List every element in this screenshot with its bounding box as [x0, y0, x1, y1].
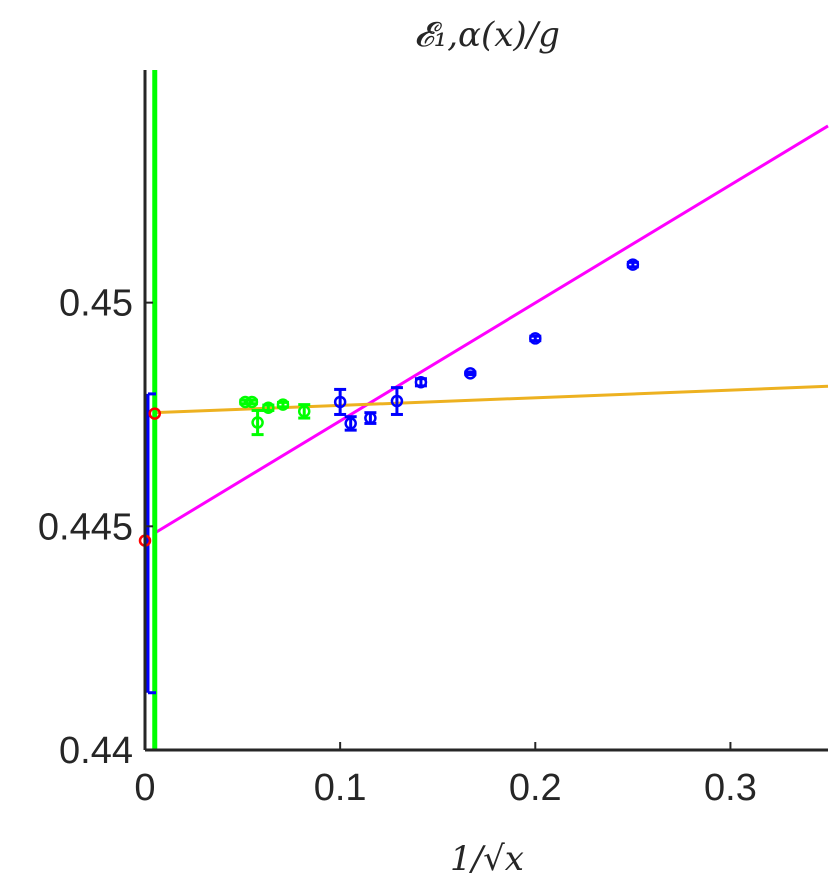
point-marker	[262, 401, 275, 415]
data-point-1-3	[251, 408, 264, 437]
point-marker	[464, 367, 477, 380]
x-tick-label-1: 0.1	[314, 767, 367, 809]
tick-labels: 0 0.1 0.2 0.3 0.44 0.445 0.45	[38, 283, 757, 809]
data-point-1-2	[262, 401, 275, 415]
y-tick-label-2: 0.45	[59, 283, 133, 325]
point-marker	[390, 394, 404, 408]
data-point-0-6	[344, 415, 357, 432]
point-marker	[239, 395, 252, 409]
x-axis-label: 1/√x	[450, 839, 524, 879]
data-point-0-1	[529, 332, 542, 345]
axes	[143, 70, 828, 752]
point-marker	[364, 411, 377, 425]
chart-title: 𝓔₁,α(x)/g	[414, 15, 560, 55]
data-point-0-0	[626, 258, 640, 271]
y-tick-label-0: 0.44	[59, 730, 133, 772]
x-tick-label-3: 0.3	[704, 767, 757, 809]
fit-line-2	[153, 124, 829, 535]
data-point-1-0	[297, 403, 311, 420]
data-point-0-7	[333, 387, 347, 416]
point-marker	[251, 416, 264, 429]
data-point-0-3	[414, 376, 428, 389]
chart-marks	[138, 70, 829, 750]
x-tick-label-0: 0	[134, 767, 155, 809]
point-marker	[297, 405, 311, 418]
x-tick-label-2: 0.2	[509, 767, 562, 809]
extrapolated-marker-6	[148, 407, 162, 420]
point-marker	[344, 417, 357, 430]
data-point-0-2	[464, 367, 477, 380]
point-marker	[245, 395, 259, 409]
point-marker	[333, 395, 347, 409]
point-marker	[626, 258, 640, 271]
point-marker	[414, 376, 428, 389]
y-tick-label-1: 0.445	[38, 506, 133, 548]
point-marker	[276, 398, 290, 411]
data-point-1-5	[239, 395, 252, 409]
data-point-0-5	[364, 411, 377, 425]
point-marker	[529, 332, 542, 345]
data-point-0-4	[390, 386, 404, 416]
data-point-1-1	[276, 398, 290, 411]
